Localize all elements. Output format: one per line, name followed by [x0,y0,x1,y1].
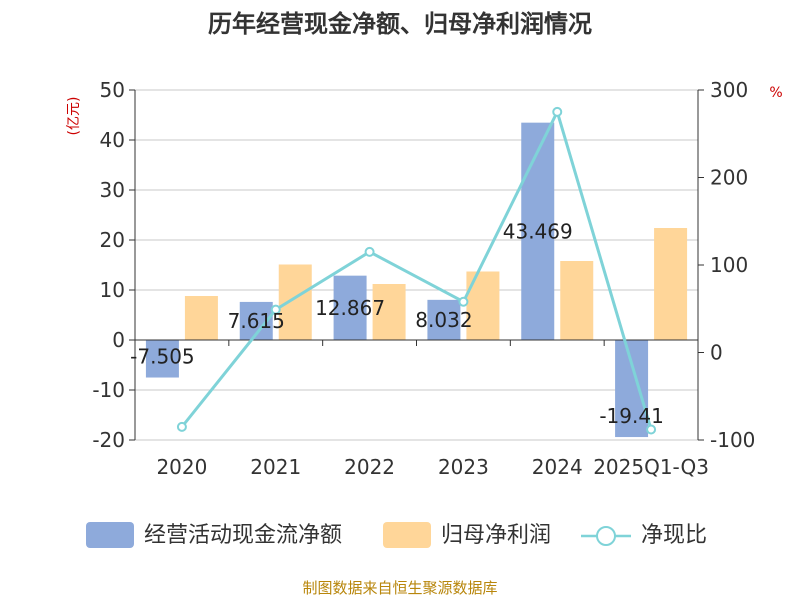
cashflow-bar [521,122,555,340]
cashflow-data-label: -7.505 [130,345,194,369]
category-label: 2021 [250,455,301,479]
left-tick-label: 50 [100,78,125,102]
cashflow-bar [145,340,179,378]
ratio-point [176,421,187,432]
cashflow-data-label: -19.41 [599,404,663,428]
ratio-line [180,107,653,430]
category-label: 2023 [438,455,489,479]
net-profit-bar [372,284,406,340]
label-layer: -7.505 7.615 12.867 8.032 43.469 -19.41 [130,219,664,428]
legend-swatch-cashflow [86,522,134,548]
left-tick-label: 0 [112,328,125,352]
cashflow-data-label: 7.615 [228,309,285,333]
ratio-point [646,424,657,435]
right-tick-label: 0 [710,341,723,365]
right-tick-label: -100 [710,428,755,452]
left-tick-label: 10 [100,278,125,302]
right-axis-unit: % [769,85,782,101]
right-tick-label: 100 [710,253,748,277]
source-note: 制图数据来自恒生聚源数据库 [302,579,497,597]
legend-label-net-profit: 归母净利润 [441,523,551,548]
cashflow-data-label: 8.032 [415,308,472,332]
ratio-point [458,296,469,307]
net-profit-bar [654,228,688,340]
cashflow-bar [333,275,367,340]
legend-label-cashflow: 经营活动现金流净额 [144,523,342,548]
left-tick-label: 40 [100,128,125,152]
ratio-point [364,246,375,257]
cashflow-data-label: 43.469 [503,219,573,243]
chart-title: 历年经营现金净额、归母净利润情况 [208,10,592,38]
net-profit-bar [560,261,594,340]
category-label: 2020 [156,455,207,479]
cashflow-bar [427,299,461,340]
left-tick-label: 20 [100,228,125,252]
category-label: 2022 [344,455,395,479]
category-label: 2024 [532,455,583,479]
line-layer [176,106,657,435]
net-profit-bar [278,264,312,340]
cashflow-bar [615,340,649,438]
legend-marker-ratio [596,526,616,546]
left-tick-label: -20 [92,428,125,452]
right-tick-label: 200 [710,166,748,190]
grid-layer [135,89,698,441]
net-profit-bar [184,296,218,340]
left-tick-label: -10 [92,378,125,402]
ratio-point [552,106,563,117]
cashflow-data-label: 12.867 [315,296,385,320]
category-label: 2025Q1-Q3 [593,455,709,479]
left-tick-label: 30 [100,178,125,202]
left-axis-unit: (亿元) [66,97,82,136]
legend-swatch-net-profit [383,522,431,548]
legend: 经营活动现金流净额 归母净利润 净现比 [86,522,707,548]
right-tick-label: 300 [710,78,748,102]
legend-label-ratio: 净现比 [641,523,707,548]
ratio-point [270,304,281,315]
